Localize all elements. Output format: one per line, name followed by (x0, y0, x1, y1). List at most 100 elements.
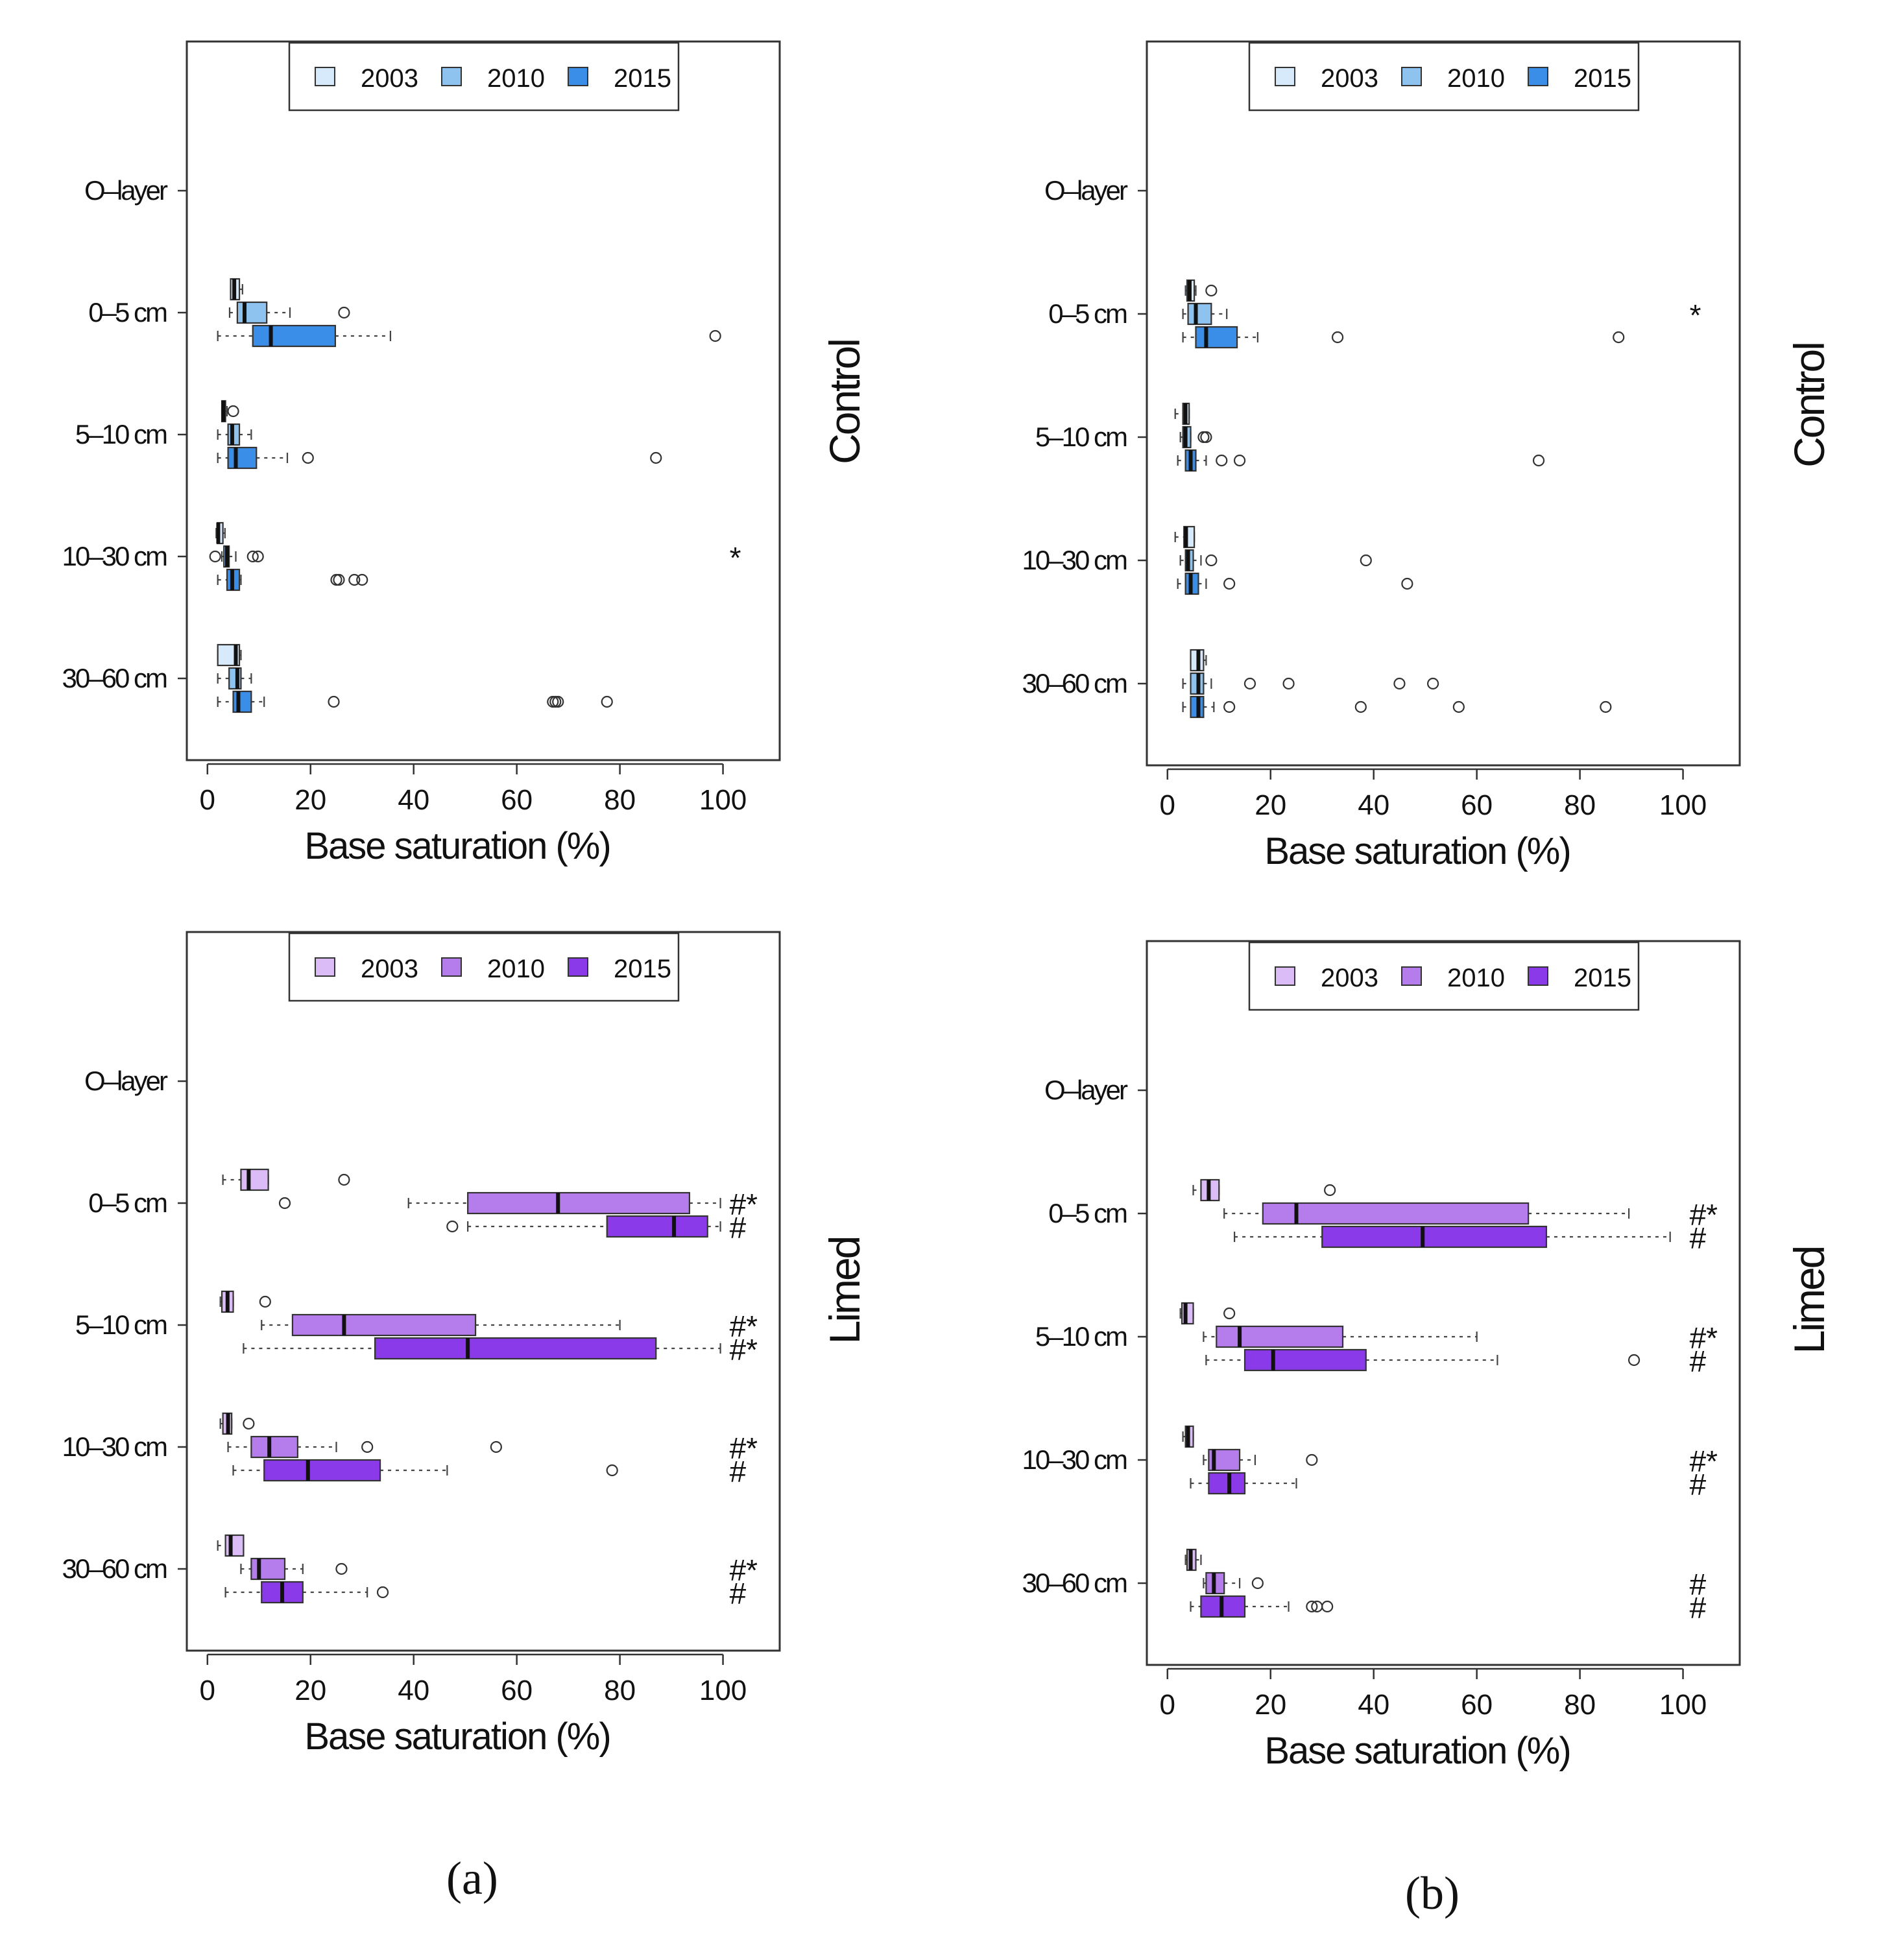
chart-a-control: 2003 2010 2015 O–layer 0–5 cm 5–10 cm 10–30 cm… (62, 40, 869, 867)
outlier-point (1628, 1354, 1640, 1367)
category-label-10-30-cm: 10–30 cm (1022, 1444, 1127, 1475)
legend-swatch-2010 (1401, 966, 1422, 986)
significance-annotation: # (1690, 1568, 1707, 1601)
x-tick-label-0: 0 (1160, 1689, 1175, 1721)
outlier-point (490, 1440, 502, 1453)
box-0-5-cm-2015 (446, 1215, 721, 1238)
legend-box (288, 42, 680, 112)
legend: 2003 2010 2015 (1248, 42, 1640, 112)
panel-label-b: (b) (1405, 1867, 1460, 1919)
x-tick-label-100: 100 (1659, 1689, 1707, 1721)
box-10-30-cm-2003 (1174, 525, 1195, 549)
significance-annotation: # (730, 1577, 747, 1610)
legend-swatch-2003 (1275, 966, 1295, 986)
significance-annotation: # (1690, 1221, 1707, 1255)
outlier-point (1205, 554, 1218, 567)
box-30-60-cm-2003 (217, 1534, 245, 1557)
significance-annotation: * (1690, 298, 1701, 332)
outlier-point (246, 550, 259, 563)
category-label-10-30-cm: 10–30 cm (62, 541, 167, 571)
significance-annotation: #* (1690, 1198, 1718, 1232)
box-5-10-cm-2015 (1177, 449, 1545, 472)
outlier-point (356, 573, 368, 586)
box-30-60-cm-2015 (224, 1581, 389, 1604)
legend-box (1248, 42, 1640, 112)
treatment-label-control: Control (821, 340, 869, 464)
iqr-box (374, 1337, 657, 1360)
chart-a-limed: 2003 2010 2015 O–layer 0–5 cm 5–10 cm 10–30 cm… (62, 931, 869, 1758)
legend-label-2015: 2015 (1574, 964, 1631, 992)
outlier-point (1200, 431, 1212, 444)
significance-annotation: # (730, 1211, 747, 1245)
legend-box (288, 932, 680, 1002)
iqr-box (250, 1435, 298, 1459)
legend-label-2015: 2015 (614, 955, 671, 983)
box-10-30-cm-2003 (219, 1412, 255, 1435)
legend-swatch-2015 (568, 957, 588, 977)
category-label-10-30-cm: 10–30 cm (62, 1431, 167, 1462)
outlier-point (1393, 677, 1406, 690)
x-tick-label-40: 40 (1358, 789, 1389, 821)
box-5-10-cm-2003 (221, 400, 239, 423)
box-0-5-cm-2015 (1234, 1225, 1671, 1249)
x-tick-label-100: 100 (699, 1675, 747, 1706)
iqr-box (1195, 326, 1238, 349)
box-5-10-cm-2010 (1179, 425, 1212, 449)
legend: 2003 2010 2015 (288, 42, 680, 112)
box-10-30-cm-2010 (1179, 549, 1372, 572)
legend-swatch-2015 (1528, 966, 1548, 986)
outlier-point (333, 573, 345, 586)
category-label-o-layer: O–layer (84, 1066, 168, 1096)
category-label-5-10-cm: 5–10 cm (75, 1309, 167, 1340)
treatment-label-limed: Limed (821, 1237, 869, 1345)
box-10-30-cm-2015 (1190, 1472, 1297, 1495)
iqr-box (240, 1168, 269, 1191)
significance-annotation: #* (1690, 1321, 1718, 1355)
legend-label-2015: 2015 (1574, 64, 1631, 93)
x-axis-title: Base saturation (%) (304, 825, 610, 867)
legend-swatch-2003 (315, 67, 335, 86)
significance-annotation: #* (730, 1333, 758, 1367)
x-tick-label-100: 100 (699, 784, 747, 816)
box-30-60-cm-2010 (217, 667, 252, 690)
outlier-point (1532, 454, 1545, 467)
iqr-box (1321, 1225, 1548, 1249)
legend-label-2003: 2003 (1321, 64, 1378, 93)
x-tick-label-80: 80 (604, 784, 636, 816)
x-tick-label-20: 20 (1255, 789, 1286, 821)
iqr-box (1208, 1472, 1246, 1495)
outlier-point (302, 451, 314, 464)
box-5-10-cm-2010 (217, 423, 252, 446)
box-5-10-cm-2015 (217, 446, 662, 470)
box-5-10-cm-2015 (243, 1337, 721, 1360)
box-10-30-cm-2003 (215, 521, 226, 545)
significance-annotation: # (730, 1455, 747, 1488)
chart-b-limed: 2003 2010 2015 O–layer 0–5 cm 5–10 cm 10–30 cm… (1022, 940, 1833, 1772)
plot-frame (186, 40, 781, 761)
significance-annotation: #* (730, 1309, 758, 1343)
legend-label-2015: 2015 (614, 64, 671, 93)
significance-annotation: * (730, 541, 741, 575)
outlier-point (1321, 1600, 1334, 1613)
x-tick-label-60: 60 (501, 784, 533, 816)
significance-annotation: #* (730, 1431, 758, 1465)
legend-label-2003: 2003 (361, 955, 418, 983)
category-label-0-5-cm: 0–5 cm (1048, 1198, 1127, 1228)
box-30-60-cm-2003 (1190, 649, 1207, 672)
outlier-point (348, 573, 361, 586)
iqr-box (1262, 1202, 1530, 1225)
box-10-30-cm-2010 (209, 545, 264, 568)
significance-annotation: #* (730, 1553, 758, 1587)
x-tick-label-0: 0 (1160, 789, 1175, 821)
outlier-point (1306, 1600, 1318, 1613)
outlier-point (1452, 700, 1465, 713)
x-tick-label-60: 60 (1461, 789, 1493, 821)
box-30-60-cm-2015 (1190, 1595, 1334, 1618)
legend: 2003 2010 2015 (1248, 941, 1640, 1011)
legend-box (1248, 941, 1640, 1011)
outlier-point (259, 1295, 271, 1308)
outlier-point (1251, 1577, 1264, 1590)
box-30-60-cm-2010 (1182, 672, 1439, 695)
category-label-0-5-cm: 0–5 cm (88, 297, 167, 328)
